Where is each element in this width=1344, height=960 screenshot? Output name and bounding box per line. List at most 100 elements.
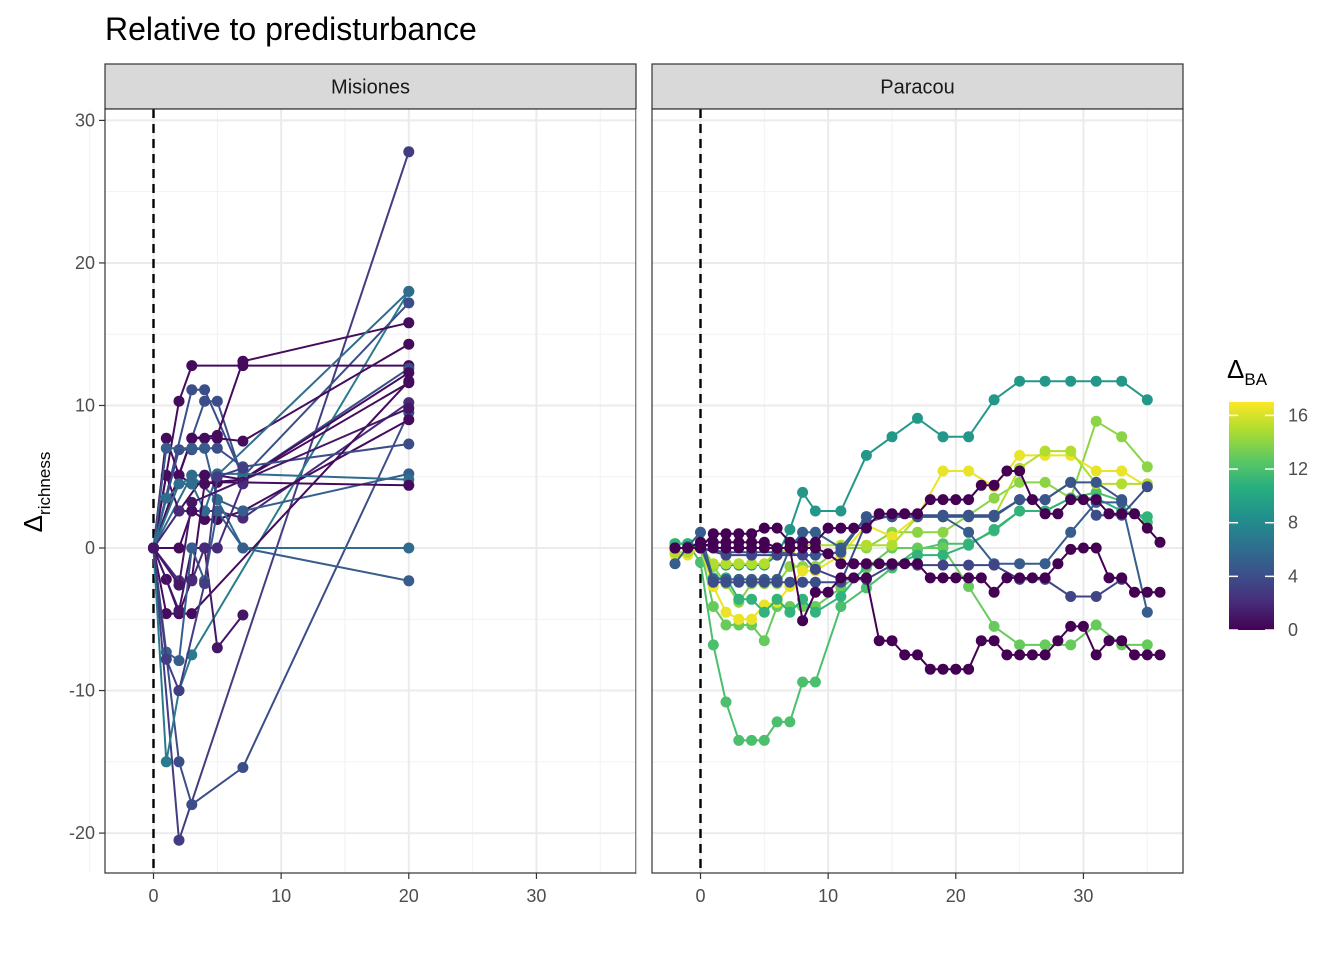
data-point: [1090, 465, 1102, 477]
data-point: [160, 756, 172, 768]
data-point: [1039, 476, 1051, 488]
data-point: [988, 524, 1000, 535]
data-point: [403, 479, 415, 491]
data-point: [758, 576, 770, 588]
data-point: [860, 522, 872, 534]
data-point: [160, 492, 172, 504]
data-point: [669, 558, 681, 570]
data-point: [835, 591, 847, 602]
data-point: [1090, 494, 1102, 506]
x-axis: 0 10 20 30: [148, 873, 546, 906]
facet-strip-label: Misiones: [331, 77, 410, 99]
data-point: [199, 442, 211, 454]
data-point: [835, 558, 847, 570]
data-point: [937, 511, 949, 523]
data-point: [1090, 375, 1102, 387]
data-point: [1052, 635, 1064, 647]
data-point: [1065, 476, 1077, 488]
data-point: [1116, 635, 1128, 647]
data-point: [1129, 586, 1140, 598]
data-point: [797, 576, 809, 588]
data-point: [211, 442, 223, 454]
data-point: [211, 432, 223, 444]
data-point: [912, 412, 923, 424]
data-point: [886, 539, 898, 551]
data-point: [822, 586, 834, 598]
series-line: [152, 407, 410, 588]
data-point: [173, 655, 185, 667]
data-point: [1141, 522, 1153, 534]
data-point: [1065, 620, 1077, 632]
data-point: [1141, 394, 1153, 406]
data-point: [746, 734, 758, 746]
data-point: [707, 576, 719, 588]
data-point: [746, 528, 758, 540]
data-point: [1116, 572, 1128, 584]
data-point: [1090, 476, 1102, 488]
legend-title: ΔBA: [1227, 354, 1268, 389]
data-point: [199, 542, 211, 554]
panel-border: [651, 108, 1184, 874]
data-point: [1014, 649, 1026, 661]
data-point: [937, 526, 949, 538]
data-point: [746, 593, 758, 605]
data-point: [237, 542, 249, 554]
data-point: [912, 649, 923, 661]
data-point: [160, 442, 172, 454]
data-point: [950, 494, 962, 506]
data-point: [809, 563, 821, 575]
data-point: [1001, 572, 1013, 584]
data-point: [937, 549, 949, 561]
data-point: [1154, 536, 1166, 548]
data-point: [733, 528, 745, 540]
data-point: [835, 505, 847, 517]
data-point: [886, 508, 898, 520]
data-point: [733, 558, 745, 570]
y-axis: -20 -10 0 10 20 30: [69, 110, 105, 843]
data-point: [860, 558, 872, 570]
data-point: [784, 524, 796, 535]
panel-paracou: Paracou 0 10 20 30: [636, 63, 1184, 906]
data-point: [1001, 649, 1013, 661]
data-point: [733, 613, 745, 625]
data-point: [1141, 606, 1153, 618]
data-point: [963, 431, 975, 443]
data-point: [403, 375, 415, 387]
data-point: [1039, 572, 1051, 584]
data-point: [148, 542, 159, 554]
x-tick-label: 30: [1073, 886, 1093, 906]
data-point: [1077, 542, 1089, 554]
y-tick-label: 10: [75, 395, 95, 415]
data-point: [173, 685, 185, 697]
data-point: [1116, 494, 1128, 506]
data-point: [797, 615, 809, 627]
data-point: [1014, 375, 1026, 387]
data-point: [809, 505, 821, 517]
data-point: [1039, 445, 1051, 457]
x-tick-label: 20: [946, 886, 966, 906]
data-point: [186, 432, 198, 444]
data-point: [211, 471, 223, 483]
facet-strip-label: Paracou: [880, 77, 955, 99]
data-point: [707, 542, 719, 554]
data-point: [873, 558, 885, 570]
data-point: [758, 635, 770, 647]
x-tick-label: 0: [148, 886, 158, 906]
data-point: [975, 635, 987, 647]
data-point: [720, 606, 732, 618]
data-point: [912, 508, 923, 520]
data-point: [695, 526, 706, 538]
data-point: [848, 572, 860, 584]
legend-ticks: 0 4 8 12 16: [1229, 405, 1308, 640]
data-point: [809, 526, 821, 538]
data-point: [988, 635, 1000, 647]
data-point: [835, 601, 847, 612]
data-point: [758, 522, 770, 534]
data-point: [924, 663, 936, 675]
gridlines: [636, 109, 1183, 873]
data-point: [403, 317, 415, 329]
series-line: [152, 547, 244, 651]
data-point: [199, 384, 211, 396]
data-point: [912, 526, 923, 538]
